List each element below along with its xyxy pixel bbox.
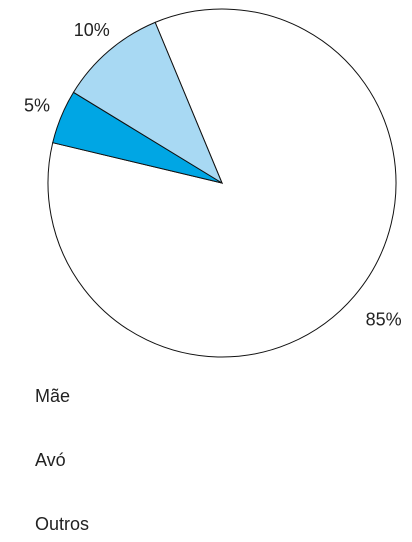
slice-label: 10% bbox=[74, 20, 110, 40]
slice-label: 5% bbox=[24, 95, 50, 115]
pie-slice bbox=[72, 21, 224, 185]
legend-label: Avó bbox=[35, 450, 66, 470]
legend-label: Outros bbox=[35, 514, 89, 534]
legend-label: Mãe bbox=[35, 386, 70, 406]
slice-label: 85% bbox=[366, 309, 402, 329]
